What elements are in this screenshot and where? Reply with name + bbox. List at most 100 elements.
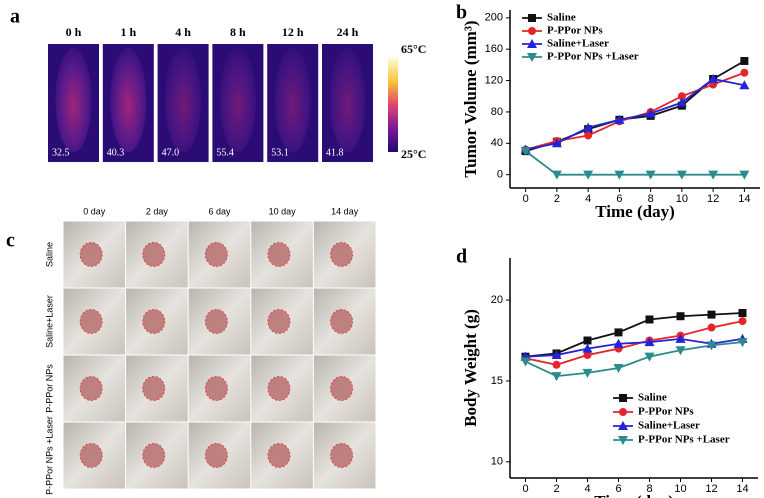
series-line: [525, 341, 743, 378]
time-label: 1 h: [120, 25, 136, 39]
legend-label: Saline: [547, 12, 576, 24]
marker: [737, 338, 748, 348]
tumor-area: [204, 443, 228, 468]
legend-marker: [528, 14, 536, 22]
legend-marker: [618, 436, 628, 445]
panel-label: c: [6, 230, 15, 252]
marker: [707, 310, 716, 319]
legend-marker: [528, 27, 536, 35]
mouse-heat: [274, 48, 311, 152]
marker: [675, 346, 686, 356]
marker: [614, 114, 625, 124]
marker: [583, 122, 594, 132]
photo-panel: 0 day 2 day 6 day 10 day 14 day Saline Saline+…: [44, 206, 376, 495]
marker: [645, 315, 654, 324]
row-label: P-PPor NPs: [44, 364, 54, 413]
legend-marker: [527, 53, 537, 62]
marker: [584, 131, 593, 140]
mouse-heat: [165, 48, 202, 152]
marker: [551, 350, 562, 360]
legend-label: Saline+Laser: [638, 420, 700, 432]
x-tick-label: 12: [705, 483, 717, 495]
tumor-area: [330, 443, 354, 468]
scale-max: 65°C: [401, 42, 426, 56]
x-axis-label: Time (day): [594, 492, 674, 498]
marker: [614, 170, 625, 180]
marker: [613, 338, 624, 348]
marker: [583, 170, 594, 180]
marker: [583, 336, 592, 345]
temperature: 53.1: [271, 147, 289, 158]
x-axis-label: Time (day): [595, 202, 675, 221]
marker: [614, 328, 623, 337]
marker: [707, 323, 716, 332]
y-tick-label: 10: [491, 456, 503, 468]
x-tick-label: 10: [676, 193, 688, 205]
tumor-area: [79, 443, 103, 468]
marker: [552, 360, 561, 369]
x-tick-label: 0: [522, 483, 528, 495]
tumor-area: [142, 443, 166, 468]
series-line: [525, 78, 745, 151]
x-tick-label: 14: [738, 193, 750, 205]
y-tick-label: 15: [491, 375, 503, 387]
y-tick-label: 0: [497, 169, 503, 181]
mouse-heat: [110, 48, 147, 152]
marker: [551, 170, 562, 180]
time-label: 12 h: [282, 25, 304, 39]
marker: [520, 357, 531, 367]
x-tick-label: 14: [736, 483, 748, 495]
x-tick-label: 4: [584, 483, 590, 495]
marker: [708, 170, 719, 180]
legend-label: Saline+Laser: [547, 38, 609, 50]
marker: [739, 80, 750, 90]
panel-label: d: [456, 246, 467, 268]
tumor-area: [204, 309, 228, 334]
x-tick-label: 8: [648, 193, 654, 205]
time-label: 24 h: [337, 25, 359, 39]
x-tick-label: 12: [707, 193, 719, 205]
tumor-area: [79, 309, 103, 334]
x-tick-label: 6: [616, 193, 622, 205]
column-label: 10 day: [269, 206, 297, 216]
row-label: Saline: [44, 242, 54, 267]
y-tick-label: 160: [485, 43, 503, 55]
tumor-area: [142, 309, 166, 334]
marker: [644, 352, 655, 362]
temperature: 32.5: [52, 147, 70, 158]
panel-label: b: [456, 2, 467, 24]
tumor-area: [330, 376, 354, 401]
tumor-area: [267, 242, 291, 267]
thermal-panel: 0 h 32.5 1 h 40.3 4 h 47.0 8 h 55.4 12 h 53.1 24 h…: [48, 25, 426, 162]
tumor-area: [142, 376, 166, 401]
marker: [706, 341, 717, 351]
marker: [644, 337, 655, 347]
marker: [738, 317, 747, 326]
column-label: 2 day: [146, 206, 169, 216]
marker: [740, 68, 749, 77]
marker: [551, 372, 562, 382]
marker: [740, 56, 749, 65]
legend-label: Saline: [638, 392, 667, 404]
tumor-area: [142, 242, 166, 267]
y-axis-label: Tumor Volume (mm³): [461, 20, 480, 177]
marker: [675, 333, 686, 343]
mouse-heat: [329, 48, 366, 152]
legend-marker: [527, 39, 537, 48]
scale-min: 25°C: [401, 147, 426, 161]
y-axis-label: Body Weight (g): [461, 309, 480, 427]
temperature: 40.3: [107, 147, 125, 158]
y-tick-label: 20: [491, 294, 503, 306]
marker: [583, 351, 592, 360]
marker: [582, 343, 593, 353]
legend-marker: [619, 408, 627, 416]
column-label: 0 day: [83, 206, 106, 216]
column-label: 14 day: [331, 206, 359, 216]
x-tick-label: 10: [674, 483, 686, 495]
x-tick-label: 8: [646, 483, 652, 495]
legend-label: P-PPor NPs: [638, 406, 694, 418]
temperature: 41.8: [326, 147, 344, 158]
series-line: [525, 312, 743, 358]
y-tick-label: 40: [491, 137, 503, 149]
